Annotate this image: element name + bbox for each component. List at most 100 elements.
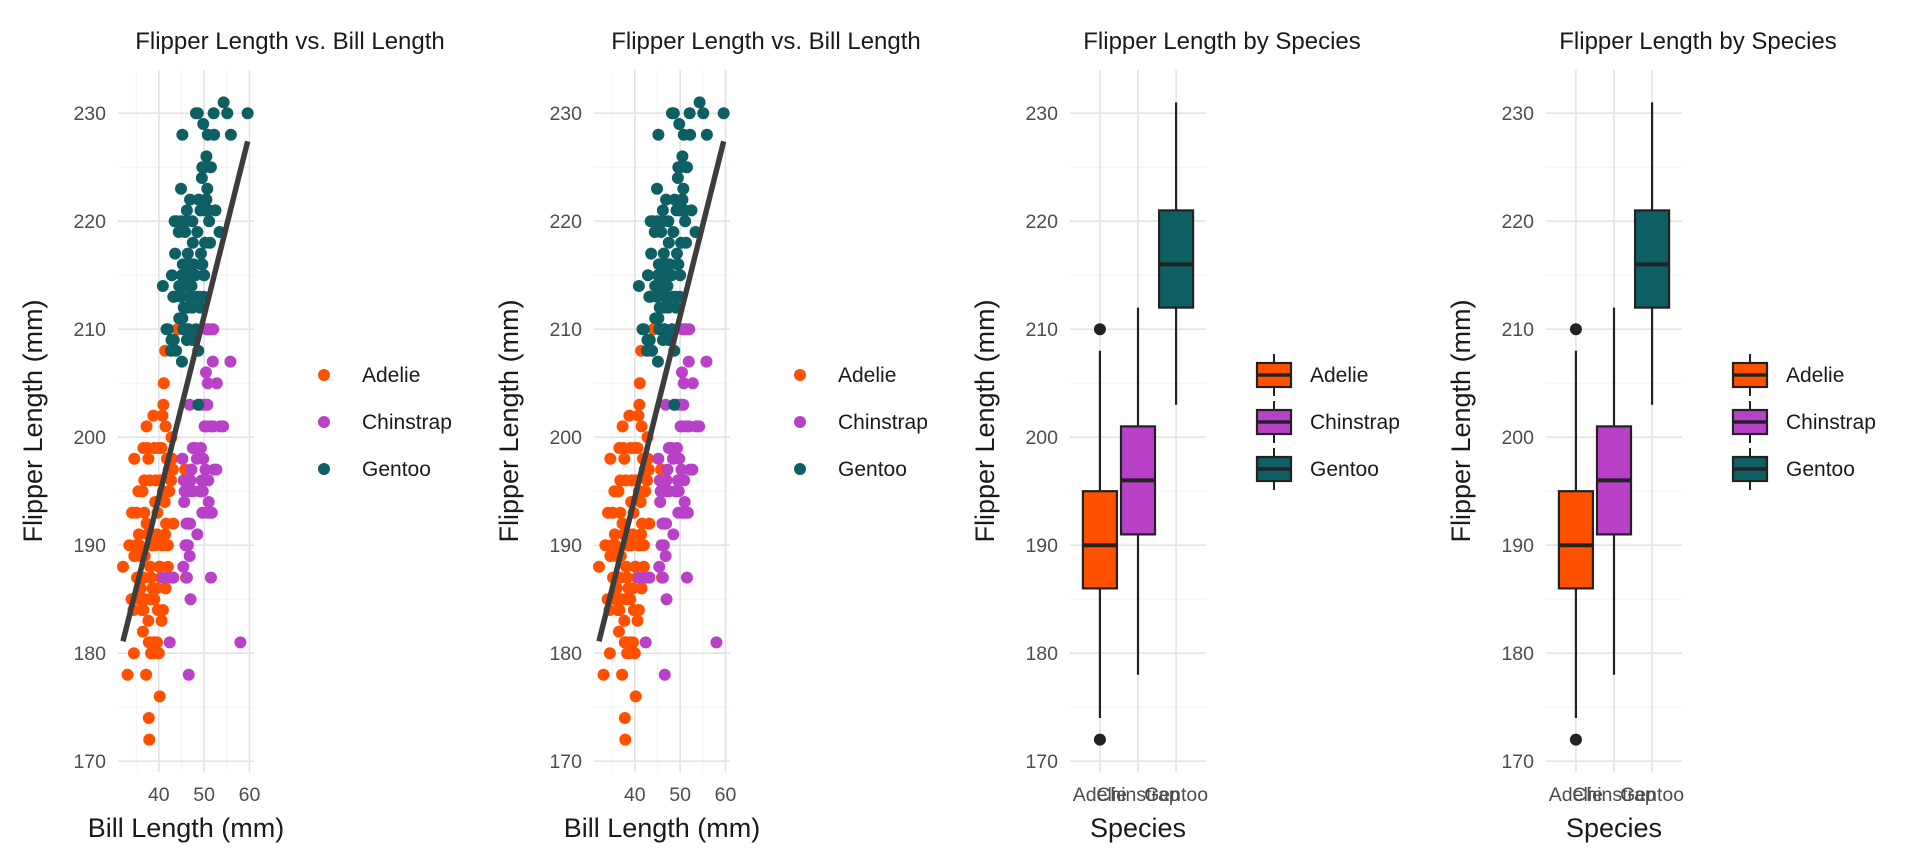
x-tick-label: Adelie bbox=[1549, 784, 1603, 806]
data-point-chinstrap bbox=[180, 571, 193, 584]
data-point-gentoo bbox=[175, 182, 188, 195]
data-point-adelie bbox=[635, 582, 648, 595]
y-tick-label: 190 bbox=[1501, 535, 1534, 557]
data-point-adelie bbox=[138, 506, 151, 519]
data-point-chinstrap bbox=[659, 550, 672, 562]
data-point-gentoo bbox=[651, 182, 664, 195]
data-point-gentoo bbox=[208, 128, 221, 141]
data-point-chinstrap bbox=[163, 636, 176, 649]
y-tick-label: 220 bbox=[73, 211, 106, 233]
data-point-gentoo bbox=[672, 258, 685, 271]
data-point-adelie bbox=[153, 560, 166, 573]
data-point-adelie bbox=[145, 571, 158, 584]
data-point-adelie bbox=[620, 560, 633, 573]
data-point-adelie bbox=[167, 517, 180, 530]
data-point-gentoo bbox=[192, 398, 205, 411]
data-point-chinstrap bbox=[167, 571, 180, 584]
data-point-gentoo bbox=[184, 193, 197, 206]
data-point-gentoo bbox=[176, 128, 189, 141]
data-point-chinstrap bbox=[196, 485, 209, 498]
data-point-adelie bbox=[156, 604, 169, 616]
data-point-adelie bbox=[152, 647, 165, 660]
y-tick-label: 210 bbox=[549, 319, 582, 341]
data-point-adelie bbox=[138, 474, 151, 487]
data-point-adelie bbox=[634, 496, 647, 508]
data-point-gentoo bbox=[204, 161, 217, 174]
x-tick-label: Adelie bbox=[1073, 784, 1127, 806]
data-point-gentoo bbox=[700, 128, 713, 141]
legend-label: Gentoo bbox=[1786, 458, 1855, 481]
data-point-gentoo bbox=[179, 226, 192, 238]
data-point-adelie bbox=[153, 690, 166, 703]
y-tick-label: 180 bbox=[549, 643, 582, 665]
data-point-chinstrap bbox=[178, 496, 191, 508]
y-tick-label: 220 bbox=[549, 211, 582, 233]
gridlines bbox=[118, 70, 254, 772]
data-point-adelie bbox=[608, 528, 621, 541]
data-point-adelie bbox=[628, 647, 641, 660]
data-point-gentoo bbox=[667, 226, 680, 238]
x-axis-title: Species bbox=[1090, 813, 1186, 843]
data-point-adelie bbox=[624, 442, 637, 454]
data-point-adelie bbox=[132, 528, 145, 541]
data-point-gentoo bbox=[175, 355, 188, 368]
data-point-gentoo bbox=[656, 204, 669, 217]
data-point-chinstrap bbox=[678, 496, 691, 508]
data-point-gentoo bbox=[200, 193, 213, 206]
data-point-adelie bbox=[609, 539, 622, 552]
data-point-gentoo bbox=[186, 236, 199, 249]
x-tick-label: 50 bbox=[669, 784, 691, 806]
data-point-gentoo bbox=[665, 107, 678, 120]
data-point-gentoo bbox=[661, 280, 674, 292]
data-point-gentoo bbox=[641, 269, 654, 282]
data-point-chinstrap bbox=[224, 355, 237, 368]
data-point-gentoo bbox=[645, 247, 658, 260]
boxes bbox=[1081, 102, 1195, 746]
data-point-adelie bbox=[622, 582, 635, 595]
data-point-adelie bbox=[631, 614, 644, 627]
y-tick-label: 210 bbox=[1501, 319, 1534, 341]
data-point-gentoo bbox=[207, 107, 220, 120]
data-point-adelie bbox=[155, 614, 168, 627]
data-point-adelie bbox=[137, 604, 150, 616]
data-point-adelie bbox=[159, 582, 172, 595]
legend-label: Gentoo bbox=[838, 458, 907, 481]
data-point-adelie bbox=[157, 398, 170, 411]
data-point-adelie bbox=[642, 463, 655, 476]
y-axis-title: Flipper Length (mm) bbox=[970, 299, 1000, 542]
data-point-chinstrap bbox=[710, 636, 723, 649]
data-point-chinstrap bbox=[700, 355, 713, 368]
data-point-adelie bbox=[597, 668, 610, 681]
data-point-adelie bbox=[612, 485, 625, 498]
data-point-chinstrap bbox=[182, 668, 195, 681]
data-point-chinstrap bbox=[184, 593, 197, 606]
data-point-adelie bbox=[629, 560, 642, 573]
y-tick-label: 170 bbox=[1501, 751, 1534, 773]
y-axis-title: Flipper Length (mm) bbox=[494, 299, 524, 542]
x-axis-title: Species bbox=[1566, 813, 1662, 843]
data-point-gentoo bbox=[680, 236, 693, 249]
outlier-point bbox=[1093, 733, 1106, 746]
data-point-adelie bbox=[144, 560, 157, 573]
data-point-chinstrap bbox=[201, 377, 214, 390]
data-point-chinstrap bbox=[177, 560, 190, 573]
y-tick-label: 190 bbox=[1025, 535, 1058, 557]
data-point-chinstrap bbox=[658, 668, 671, 681]
data-point-gentoo bbox=[697, 107, 710, 120]
legend-key-chinstrap bbox=[794, 416, 806, 428]
data-point-gentoo bbox=[684, 128, 697, 141]
data-point-chinstrap bbox=[686, 463, 699, 476]
data-point-chinstrap bbox=[670, 442, 683, 454]
data-point-gentoo bbox=[656, 334, 669, 346]
data-point-chinstrap bbox=[202, 496, 215, 508]
data-point-gentoo bbox=[180, 204, 193, 217]
data-point-chinstrap bbox=[686, 377, 699, 390]
data-point-gentoo bbox=[651, 355, 664, 368]
data-point-gentoo bbox=[680, 161, 693, 174]
data-point-adelie bbox=[148, 442, 161, 454]
gridlines bbox=[594, 70, 730, 772]
data-point-adelie bbox=[626, 636, 639, 649]
data-point-gentoo bbox=[201, 182, 214, 195]
panel-3: 170180190200210220230AdelieChinstrapGent… bbox=[970, 28, 1400, 843]
